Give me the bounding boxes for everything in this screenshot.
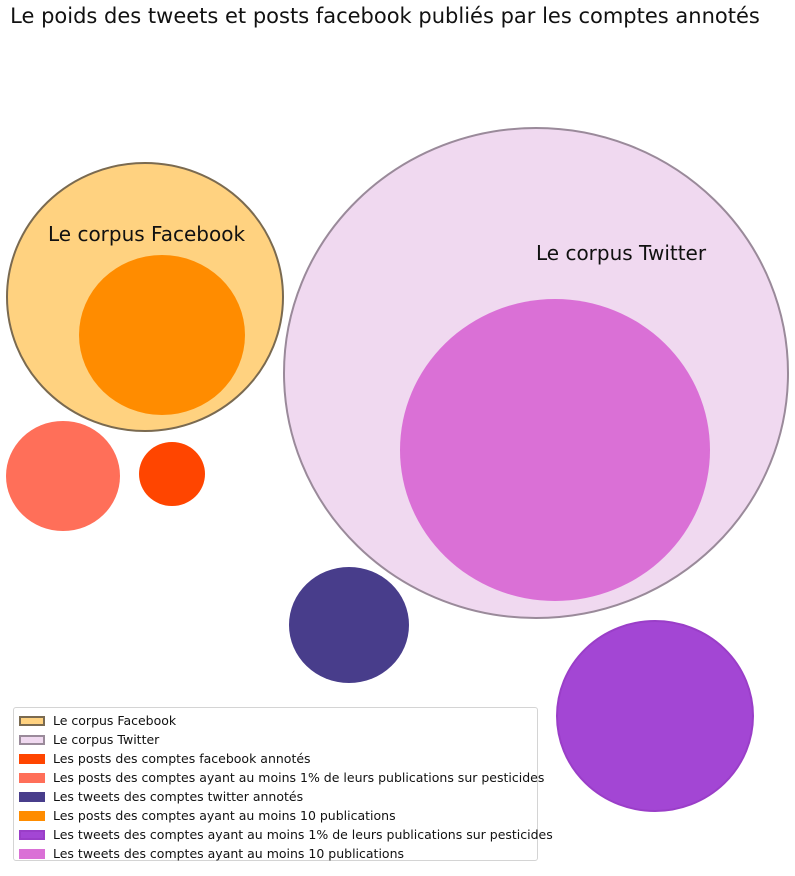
legend-item: Le corpus Twitter xyxy=(19,730,537,749)
legend-swatch xyxy=(19,791,45,802)
legend-swatch xyxy=(19,734,45,745)
legend-swatch xyxy=(19,753,45,764)
legend-label: Les tweets des comptes ayant au moins 10… xyxy=(53,846,405,861)
bubble-fb-pesticides xyxy=(6,421,120,531)
legend-label: Les posts des comptes ayant au moins 1% … xyxy=(53,770,545,785)
legend-item: Les posts des comptes ayant au moins 1% … xyxy=(19,768,544,787)
bubble-fb-10pub xyxy=(79,255,245,415)
legend-item: Le corpus Facebook xyxy=(19,711,537,730)
legend-label: Le corpus Twitter xyxy=(53,732,160,747)
legend-item: Les tweets des comptes twitter annotés xyxy=(19,787,537,806)
legend-label: Les posts des comptes ayant au moins 10 … xyxy=(53,808,396,823)
legend-swatch xyxy=(19,829,45,840)
legend-label: Le corpus Facebook xyxy=(53,713,177,728)
bubble-label-twitter-corpus: Le corpus Twitter xyxy=(536,241,707,265)
bubble-tw-annotated xyxy=(289,567,409,683)
legend: Le corpus Facebook Le corpus Twitter Les p… xyxy=(13,707,553,863)
legend-swatch xyxy=(19,772,45,783)
legend-item: Les tweets des comptes ayant au moins 10… xyxy=(19,844,537,863)
legend-swatch xyxy=(19,810,45,821)
legend-label: Les posts des comptes facebook annotés xyxy=(53,751,311,766)
legend-item: Les posts des comptes facebook annotés xyxy=(19,749,537,768)
legend-item: Les posts des comptes ayant au moins 10 … xyxy=(19,806,537,825)
legend-swatch xyxy=(19,848,45,859)
legend-label: Les tweets des comptes ayant au moins 1%… xyxy=(53,827,553,842)
legend-swatch xyxy=(19,715,45,726)
bubble-label-facebook-corpus: Le corpus Facebook xyxy=(48,222,245,246)
legend-label: Les tweets des comptes twitter annotés xyxy=(53,789,304,804)
bubble-fb-annotated xyxy=(139,442,205,506)
chart-title: Le poids des tweets et posts facebook pu… xyxy=(10,4,760,28)
legend-item: Les tweets des comptes ayant au moins 1%… xyxy=(19,825,553,844)
bubble-tw-10pub xyxy=(400,299,710,601)
bubble-tw-pesticides xyxy=(556,620,754,812)
